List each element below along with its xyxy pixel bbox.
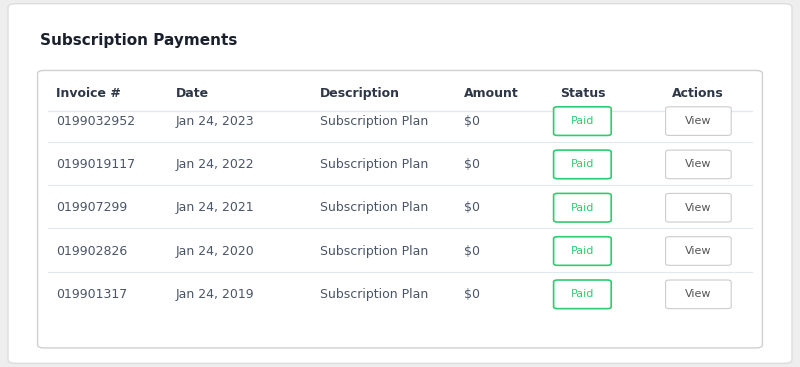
Text: View: View bbox=[685, 246, 712, 256]
Text: $0: $0 bbox=[464, 115, 480, 128]
Text: Description: Description bbox=[320, 87, 400, 100]
FancyBboxPatch shape bbox=[666, 107, 731, 135]
FancyBboxPatch shape bbox=[666, 280, 731, 309]
Text: Jan 24, 2019: Jan 24, 2019 bbox=[176, 288, 254, 301]
Text: Subscription Plan: Subscription Plan bbox=[320, 288, 428, 301]
Text: Subscription Payments: Subscription Payments bbox=[40, 33, 238, 48]
Text: $0: $0 bbox=[464, 288, 480, 301]
Text: Jan 24, 2020: Jan 24, 2020 bbox=[176, 244, 254, 258]
Text: Invoice #: Invoice # bbox=[56, 87, 121, 100]
Text: View: View bbox=[685, 116, 712, 126]
FancyBboxPatch shape bbox=[666, 150, 731, 179]
Text: Amount: Amount bbox=[464, 87, 518, 100]
Text: Subscription Plan: Subscription Plan bbox=[320, 115, 428, 128]
Text: 019902826: 019902826 bbox=[56, 244, 127, 258]
Text: $0: $0 bbox=[464, 244, 480, 258]
FancyBboxPatch shape bbox=[666, 237, 731, 265]
Text: Subscription Plan: Subscription Plan bbox=[320, 244, 428, 258]
Text: Jan 24, 2023: Jan 24, 2023 bbox=[176, 115, 254, 128]
FancyBboxPatch shape bbox=[554, 107, 611, 135]
Text: Paid: Paid bbox=[570, 246, 594, 256]
FancyBboxPatch shape bbox=[38, 70, 762, 348]
Text: View: View bbox=[685, 159, 712, 170]
Text: Paid: Paid bbox=[570, 116, 594, 126]
Text: 0199019117: 0199019117 bbox=[56, 158, 135, 171]
Text: Status: Status bbox=[560, 87, 606, 100]
Text: Date: Date bbox=[176, 87, 209, 100]
Text: 019901317: 019901317 bbox=[56, 288, 127, 301]
Text: Subscription Plan: Subscription Plan bbox=[320, 201, 428, 214]
FancyBboxPatch shape bbox=[554, 237, 611, 265]
Text: Paid: Paid bbox=[570, 289, 594, 299]
FancyBboxPatch shape bbox=[554, 280, 611, 309]
FancyBboxPatch shape bbox=[554, 150, 611, 179]
Text: View: View bbox=[685, 289, 712, 299]
Text: 019907299: 019907299 bbox=[56, 201, 127, 214]
FancyBboxPatch shape bbox=[8, 4, 792, 363]
Text: 0199032952: 0199032952 bbox=[56, 115, 135, 128]
FancyBboxPatch shape bbox=[554, 193, 611, 222]
Text: Subscription Plan: Subscription Plan bbox=[320, 158, 428, 171]
Text: Paid: Paid bbox=[570, 203, 594, 213]
Text: Paid: Paid bbox=[570, 159, 594, 170]
Text: Jan 24, 2021: Jan 24, 2021 bbox=[176, 201, 254, 214]
FancyBboxPatch shape bbox=[666, 193, 731, 222]
Text: Actions: Actions bbox=[672, 87, 724, 100]
Text: View: View bbox=[685, 203, 712, 213]
Text: $0: $0 bbox=[464, 201, 480, 214]
Text: Jan 24, 2022: Jan 24, 2022 bbox=[176, 158, 254, 171]
Text: $0: $0 bbox=[464, 158, 480, 171]
